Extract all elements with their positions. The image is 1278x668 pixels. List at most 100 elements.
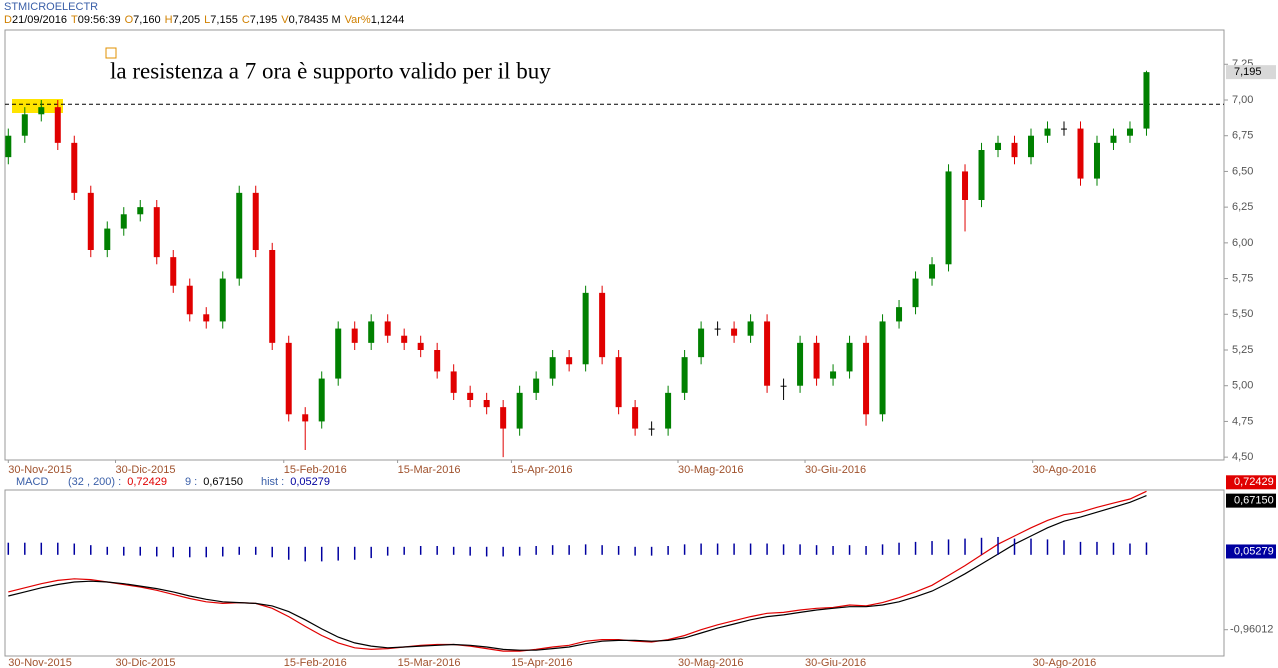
x-tick-label: 30-Nov-2015 — [8, 657, 72, 668]
info-line: D21/09/2016 T09:56:39 O7,160 H7,205 L7,155 C7… — [4, 14, 404, 27]
info-key: V — [281, 14, 289, 26]
candle-body — [302, 414, 309, 422]
candle-body — [599, 292, 606, 358]
info-value: 21/09/2016 — [11, 14, 68, 26]
candle-body — [104, 228, 111, 250]
candle-body — [714, 328, 721, 330]
candle-body — [236, 192, 243, 279]
candle-body — [566, 357, 573, 365]
candle-body — [467, 392, 474, 400]
x-tick-label: 30-Dic-2015 — [116, 657, 176, 668]
candle-body — [137, 207, 144, 215]
y-tick-label: 6,75 — [1232, 130, 1253, 142]
y-tick-label: 5,25 — [1232, 344, 1253, 356]
info-value: 7,160 — [133, 14, 161, 26]
candle-body — [186, 285, 193, 315]
candle-body — [780, 385, 787, 387]
y-tick-label: 6,00 — [1232, 237, 1253, 249]
candle-body — [681, 357, 688, 393]
candle-body — [698, 328, 705, 358]
candle-body — [285, 342, 292, 415]
candle-body — [764, 321, 771, 386]
macd-line — [8, 495, 1147, 651]
candle-body — [1011, 142, 1018, 158]
candle-body — [87, 192, 94, 250]
macd-title: MACD — [16, 476, 48, 488]
candle-body — [813, 342, 820, 379]
candle-body — [582, 292, 589, 365]
candle-body — [945, 171, 952, 265]
candle-body — [417, 342, 424, 350]
candle-body — [269, 250, 276, 343]
x-tick-label: 15-Feb-2016 — [284, 657, 347, 668]
candle-body — [995, 142, 1002, 150]
candle-body — [153, 207, 160, 258]
value-box-label: 0,72429 — [1234, 476, 1274, 488]
candle-body — [483, 400, 490, 408]
info-key: O — [124, 14, 134, 26]
candle-body — [170, 257, 177, 286]
info-value: 7,195 — [249, 14, 278, 26]
y-tick-label: 6,50 — [1232, 165, 1253, 177]
candle-body — [401, 335, 408, 343]
info-key: H — [164, 14, 173, 26]
x-tick-label: 15-Apr-2016 — [511, 657, 572, 668]
x-tick-label: 30-Dic-2015 — [116, 464, 176, 476]
candle-body — [318, 378, 325, 422]
legend-name: 9 : — [185, 476, 197, 488]
candle-body — [912, 278, 919, 308]
candle-body — [38, 107, 45, 115]
info-key: C — [241, 14, 250, 26]
candle-body — [203, 314, 210, 322]
candle-body — [863, 342, 870, 415]
y-tick-label: 7,00 — [1232, 94, 1253, 106]
candle-body — [252, 192, 259, 250]
candle-body — [549, 357, 556, 379]
value-box-label: 0,67150 — [1234, 495, 1274, 507]
legend-name: (32 , 200) : — [68, 476, 121, 488]
y-tick-label: 5,50 — [1232, 308, 1253, 320]
legend-value: 0,67150 — [203, 476, 243, 488]
x-tick-label: 30-Giu-2016 — [805, 657, 866, 668]
legend-value: 0,05279 — [290, 476, 330, 488]
candle-body — [1060, 128, 1067, 130]
candle-body — [434, 350, 441, 372]
candle-body — [747, 321, 754, 336]
legend-value: 0,72429 — [127, 476, 167, 488]
value-box-label: 0,05279 — [1234, 545, 1274, 557]
value-box — [1226, 544, 1276, 559]
x-tick-label: 15-Mar-2016 — [398, 464, 461, 476]
candle-body — [896, 307, 903, 322]
candle-body — [962, 171, 969, 200]
candle-body — [731, 328, 738, 336]
candle-body — [1093, 142, 1100, 179]
candle-body — [1110, 135, 1117, 143]
macd-panel — [4, 489, 1225, 657]
candle-body — [1143, 72, 1150, 129]
last-price-box — [1226, 65, 1276, 80]
legend-name: hist : — [261, 476, 284, 488]
candle-body — [632, 407, 639, 429]
y-tick-label: 4,50 — [1232, 451, 1253, 463]
chart-title: STMICROELECTR — [4, 1, 99, 13]
x-tick-label: 30-Nov-2015 — [8, 464, 72, 476]
macd-line — [8, 490, 1147, 652]
info-value: 0,78435 M — [288, 14, 341, 26]
x-tick-label: 15-Mar-2016 — [398, 657, 461, 668]
y-tick-label: 4,75 — [1232, 415, 1253, 427]
info-value: 09:56:39 — [77, 14, 121, 26]
candle-body — [219, 278, 226, 322]
candle-body — [879, 321, 886, 415]
y-tick-label: 5,00 — [1232, 380, 1253, 392]
info-key: D — [4, 14, 12, 26]
candle-body — [615, 357, 622, 408]
x-tick-label: 15-Apr-2016 — [511, 464, 572, 476]
candle-body — [5, 135, 12, 158]
info-value: 1,1244 — [370, 14, 405, 26]
candle-body — [1044, 128, 1051, 136]
y-tick-label: 5,75 — [1232, 272, 1253, 284]
price-panel — [4, 29, 1225, 461]
candle-body — [516, 392, 523, 429]
